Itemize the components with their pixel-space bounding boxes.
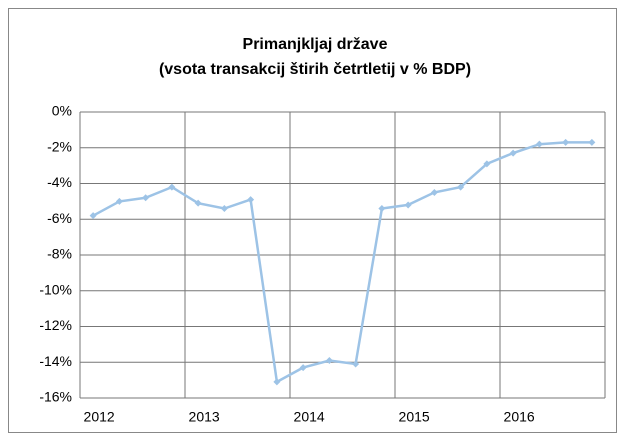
x-tick-label: 2013	[189, 409, 220, 425]
chart-title: Primanjkljaj države	[243, 36, 388, 53]
y-tick-label: 0%	[52, 103, 72, 119]
y-tick-label: -8%	[47, 246, 72, 262]
y-tick-label: -14%	[39, 353, 72, 369]
y-tick-label: -4%	[47, 174, 72, 190]
x-tick-label: 2016	[504, 409, 535, 425]
y-tick-label: -10%	[39, 281, 72, 297]
data-point	[430, 188, 438, 196]
x-tick-label: 2014	[294, 409, 325, 425]
data-point	[220, 205, 228, 213]
x-tick-label: 2012	[84, 409, 115, 425]
data-point	[194, 199, 202, 207]
y-tick-label: -12%	[39, 317, 72, 333]
data-point	[404, 201, 412, 209]
data-point	[457, 183, 465, 191]
data-point	[273, 378, 281, 386]
data-point	[588, 138, 596, 146]
data-point	[378, 205, 386, 213]
x-tick-label: 2015	[399, 409, 430, 425]
data-point	[299, 364, 307, 372]
data-point	[89, 212, 97, 220]
y-tick-label: -16%	[39, 389, 72, 405]
data-point	[142, 194, 150, 202]
data-point	[509, 149, 517, 157]
data-point	[483, 160, 491, 168]
data-point	[325, 356, 333, 364]
data-point	[115, 197, 123, 205]
data-point	[535, 140, 543, 148]
data-point	[168, 183, 176, 191]
chart-subtitle: (vsota transakcij štirih četrtletij v % …	[159, 61, 471, 78]
data-point	[247, 196, 255, 204]
y-tick-label: -2%	[47, 138, 72, 154]
data-point	[352, 360, 360, 368]
data-point	[562, 138, 570, 146]
data-line	[92, 141, 592, 384]
y-tick-label: -6%	[47, 210, 72, 226]
